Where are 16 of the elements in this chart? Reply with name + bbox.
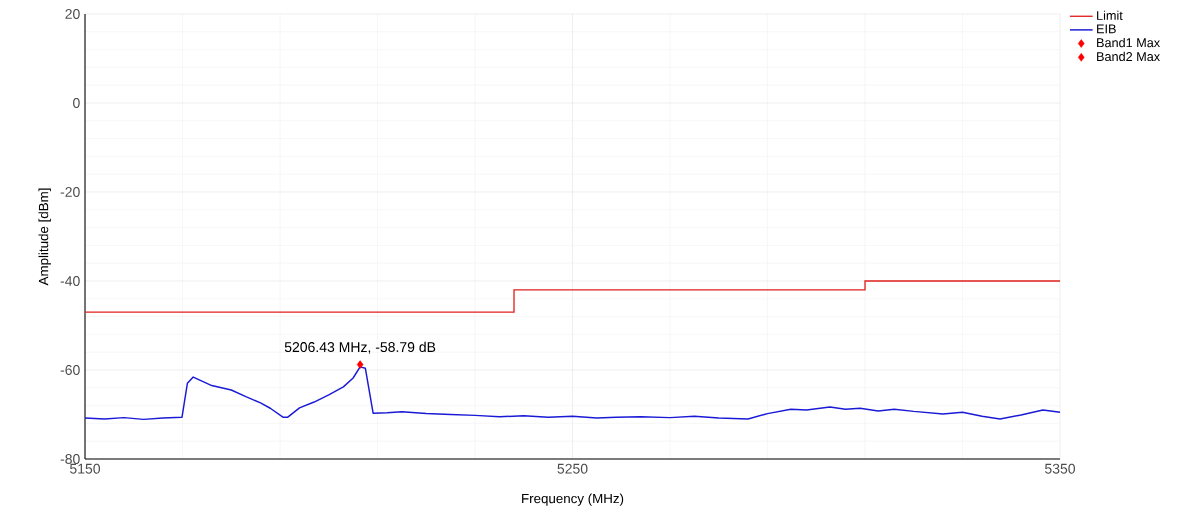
legend-label: Band2 Max [1097,51,1160,62]
y-tick-label: 20 [65,9,80,19]
annotation: 5206.43 MHz, -58.79 dB [284,341,436,354]
x-tick-label: 5250 [557,463,588,474]
legend-label: EIB [1097,24,1116,34]
legend-label: Limit [1097,10,1123,20]
y-tick-label: 0 [73,98,80,108]
x-tick-label: 5150 [70,463,101,474]
x-axis-title: Frequency (MHz) [522,493,624,506]
y-tick-label: -80 [60,454,80,464]
y-tick-label: -60 [60,365,80,375]
y-axis-title: Amplitude [dBm] [38,188,51,286]
x-tick-label: 5350 [1045,463,1076,474]
legend-label: Band1 Max [1097,37,1160,48]
y-tick-label: -40 [60,276,80,286]
y-tick-label: -20 [60,187,80,197]
